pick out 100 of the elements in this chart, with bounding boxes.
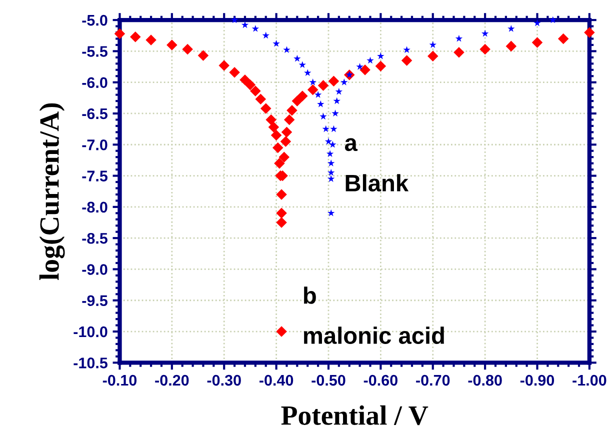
- y-tick-label: -8.5: [82, 232, 108, 244]
- point: [182, 44, 193, 55]
- point: [332, 110, 339, 117]
- point: [317, 100, 324, 108]
- x-tick-label: -0.80: [468, 374, 502, 386]
- point: [283, 46, 290, 54]
- y-tick-label: -8.0: [82, 202, 108, 213]
- point: [198, 50, 209, 61]
- point: [294, 54, 301, 62]
- point: [549, 16, 557, 24]
- point: [292, 96, 303, 106]
- point: [274, 158, 285, 169]
- point: [130, 31, 141, 42]
- annotation: b: [304, 286, 316, 304]
- x-tick-label: -0.10: [102, 374, 137, 386]
- point: [286, 104, 298, 116]
- point: [320, 112, 327, 120]
- point: [366, 56, 374, 64]
- point: [327, 168, 335, 176]
- point: [508, 24, 515, 32]
- point: [146, 34, 156, 46]
- point: [276, 208, 287, 219]
- y-tick-label: -7.5: [82, 170, 108, 182]
- point: [230, 16, 238, 24]
- point: [307, 84, 318, 96]
- point: [375, 60, 386, 72]
- point: [272, 40, 280, 47]
- point: [241, 21, 249, 28]
- point: [481, 30, 489, 37]
- x-tick-label: -0.20: [155, 374, 189, 386]
- point: [318, 80, 329, 91]
- point: [280, 136, 292, 147]
- point: [262, 32, 270, 39]
- point: [427, 50, 438, 62]
- x-axis-title: Potential / V: [281, 405, 428, 426]
- x-tick-label: -0.30: [207, 374, 241, 386]
- point: [454, 47, 464, 58]
- point: [584, 27, 595, 38]
- point: [327, 209, 335, 216]
- point: [266, 114, 276, 126]
- point: [532, 37, 543, 48]
- point: [260, 103, 272, 114]
- point: [333, 97, 340, 104]
- y-tick-label: -10.0: [74, 326, 108, 338]
- point: [250, 86, 261, 96]
- y-tick-label: -5.0: [82, 14, 108, 26]
- point: [255, 94, 266, 105]
- point: [304, 69, 312, 76]
- point: [268, 122, 280, 133]
- point: [270, 130, 282, 141]
- x-tick-label: -0.60: [364, 374, 398, 386]
- point: [480, 44, 490, 55]
- point: [276, 326, 287, 337]
- point: [298, 61, 306, 68]
- point: [327, 160, 335, 166]
- y-axis-title: log(Current/A): [39, 103, 65, 280]
- point: [327, 175, 335, 182]
- point: [322, 125, 330, 132]
- point: [360, 64, 370, 76]
- point: [252, 24, 260, 32]
- point: [534, 19, 541, 26]
- x-tick-label: -0.40: [259, 374, 294, 386]
- point: [276, 189, 287, 200]
- y-tick-label: -9.5: [82, 295, 108, 306]
- point: [455, 34, 463, 42]
- point: [330, 125, 338, 132]
- point: [278, 152, 290, 162]
- x-tick-label: -0.50: [312, 374, 346, 386]
- y-tick-label: -6.5: [82, 108, 108, 120]
- annotation: Blank: [346, 174, 409, 192]
- annotation: malonic acid: [304, 326, 444, 344]
- point: [329, 140, 336, 148]
- point: [281, 126, 292, 138]
- point: [284, 114, 295, 126]
- y-tick-label: -7.0: [82, 139, 108, 150]
- point: [326, 150, 334, 158]
- point: [309, 78, 316, 86]
- point: [114, 28, 126, 40]
- point: [272, 142, 284, 154]
- point: [276, 217, 287, 228]
- point: [356, 62, 364, 70]
- point: [328, 76, 340, 86]
- point: [401, 55, 412, 66]
- point: [314, 90, 322, 98]
- point: [558, 33, 569, 44]
- point: [340, 78, 348, 86]
- point: [403, 46, 410, 54]
- x-tick-label: -0.70: [416, 374, 450, 386]
- y-tick-label: -6.0: [82, 77, 108, 88]
- point: [506, 40, 517, 52]
- annotation: a: [344, 138, 358, 152]
- y-tick-label: -5.5: [82, 46, 108, 57]
- point: [377, 52, 384, 60]
- point: [218, 60, 230, 71]
- point: [166, 40, 178, 50]
- point: [229, 66, 240, 78]
- point: [244, 79, 256, 90]
- point: [297, 90, 308, 102]
- y-tick-label: -9.0: [82, 264, 108, 275]
- point: [429, 41, 436, 48]
